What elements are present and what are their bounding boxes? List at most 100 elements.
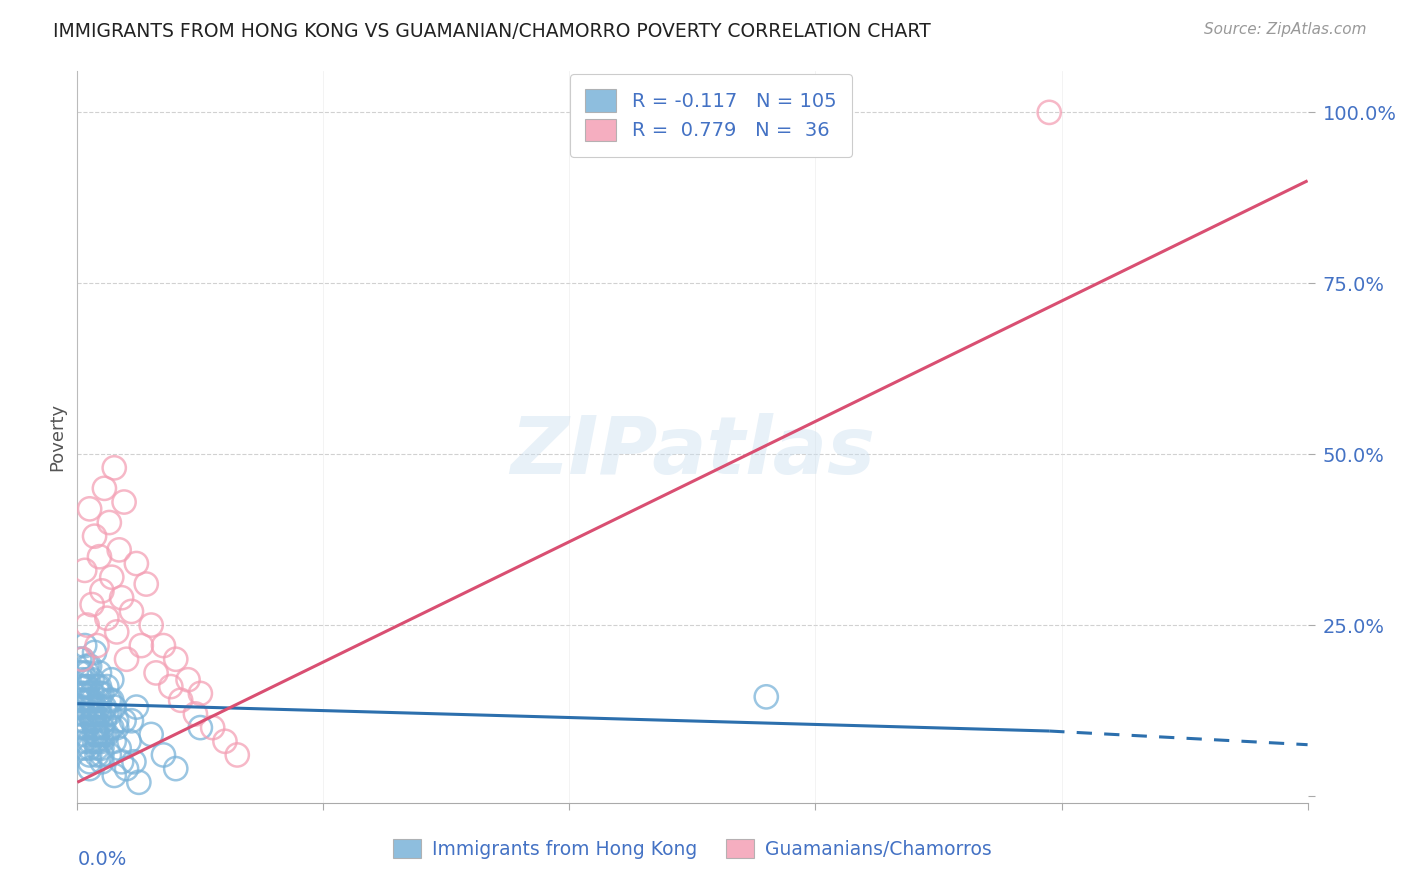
Point [69, 706, 91, 721]
Point [188, 721, 212, 735]
Point [82, 686, 104, 700]
Point [177, 673, 200, 687]
Point [108, 542, 131, 557]
Point [105, 714, 128, 728]
Point [73, 714, 96, 728]
Text: ZIPatlas: ZIPatlas [510, 413, 875, 491]
Point [214, 734, 236, 748]
Point [105, 721, 128, 735]
Point [118, 734, 141, 748]
Point [89, 680, 111, 694]
Point [165, 652, 187, 666]
Point [73, 706, 96, 721]
Point [76, 665, 98, 680]
Point [135, 577, 157, 591]
Point [86, 727, 108, 741]
Point [70, 700, 93, 714]
Point [79, 734, 101, 748]
Point [70, 686, 93, 700]
Point [98, 706, 121, 721]
Point [86, 747, 108, 762]
Point [96, 727, 118, 741]
Point [103, 460, 125, 475]
Point [129, 639, 153, 653]
Point [90, 721, 114, 735]
Point [69, 721, 91, 735]
Point [73, 721, 96, 735]
Point [165, 762, 187, 776]
Point [82, 700, 104, 714]
Point [73, 563, 96, 577]
Point [70, 652, 93, 666]
Point [115, 762, 138, 776]
Point [170, 693, 193, 707]
Point [89, 665, 111, 680]
Point [73, 680, 96, 694]
Point [201, 721, 224, 735]
Point [103, 768, 125, 782]
Point [93, 727, 115, 741]
Point [93, 481, 115, 495]
Point [79, 706, 101, 721]
Point [69, 652, 91, 666]
Text: IMMIGRANTS FROM HONG KONG VS GUAMANIAN/CHAMORRO POVERTY CORRELATION CHART: IMMIGRANTS FROM HONG KONG VS GUAMANIAN/C… [53, 22, 931, 41]
Point [79, 693, 101, 707]
Point [90, 755, 114, 769]
Point [76, 659, 98, 673]
Text: 0.0%: 0.0% [77, 850, 127, 870]
Point [69, 665, 91, 680]
Point [160, 680, 183, 694]
Point [90, 741, 114, 756]
Point [90, 747, 114, 762]
Point [125, 557, 148, 571]
Point [73, 639, 96, 653]
Point [90, 583, 114, 598]
Point [79, 659, 101, 673]
Point [98, 693, 121, 707]
Point [69, 693, 91, 707]
Point [76, 693, 98, 707]
Point [226, 747, 249, 762]
Point [145, 665, 167, 680]
Point [83, 529, 105, 543]
Point [76, 686, 98, 700]
Point [76, 680, 98, 694]
Point [152, 639, 174, 653]
Point [89, 693, 111, 707]
Point [96, 611, 118, 625]
Point [83, 706, 105, 721]
Point [76, 673, 98, 687]
Legend: Immigrants from Hong Kong, Guamanians/Chamorros: Immigrants from Hong Kong, Guamanians/Ch… [385, 831, 1000, 866]
Point [125, 700, 148, 714]
Point [121, 714, 143, 728]
Point [89, 686, 111, 700]
Point [101, 721, 124, 735]
Point [152, 747, 174, 762]
Point [69, 714, 91, 728]
Point [79, 762, 101, 776]
Point [98, 516, 121, 530]
Point [79, 501, 101, 516]
Point [82, 598, 104, 612]
Point [83, 645, 105, 659]
Point [86, 734, 108, 748]
Point [70, 686, 93, 700]
Point [122, 755, 145, 769]
Point [79, 741, 101, 756]
Point [184, 706, 207, 721]
Point [83, 721, 105, 735]
Point [86, 639, 108, 653]
Point [188, 686, 212, 700]
Point [89, 706, 111, 721]
Point [89, 549, 111, 564]
Y-axis label: Poverty: Poverty [48, 403, 66, 471]
Point [1038, 105, 1060, 120]
Point [112, 714, 135, 728]
Point [103, 734, 125, 748]
Point [76, 721, 98, 735]
Point [79, 755, 101, 769]
Point [115, 652, 138, 666]
Point [98, 747, 121, 762]
Point [82, 706, 104, 721]
Point [89, 706, 111, 721]
